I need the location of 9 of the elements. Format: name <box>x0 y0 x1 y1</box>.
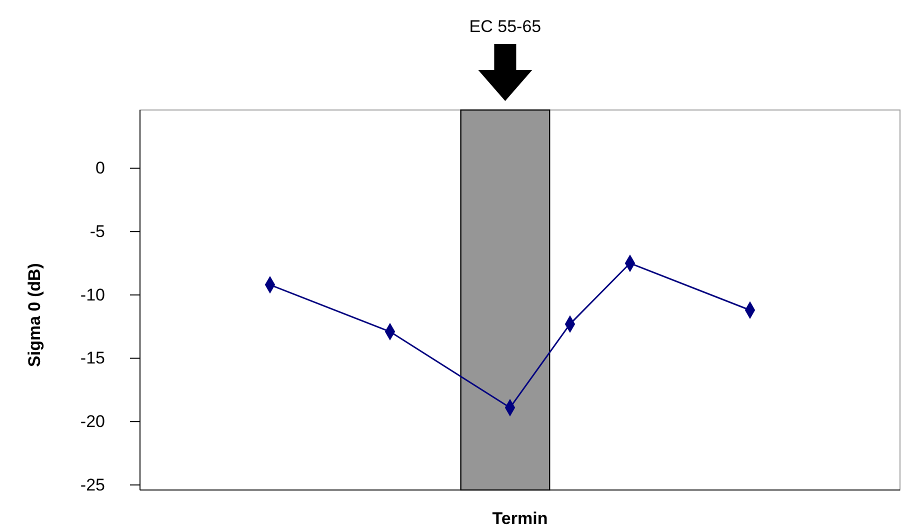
y-tick-label: -15 <box>80 348 105 368</box>
x-axis-title: Termin <box>492 509 548 528</box>
text: EC 55-65 <box>469 17 542 36</box>
y-axis-title: Sigma 0 (dB) <box>25 263 44 367</box>
y-tick-label: -5 <box>90 222 105 242</box>
y-tick-label: -10 <box>80 285 105 304</box>
y-tick-label: 0 <box>96 158 105 178</box>
y-tick-label: -20 <box>80 412 105 432</box>
y-tick-label: -25 <box>80 475 105 494</box>
